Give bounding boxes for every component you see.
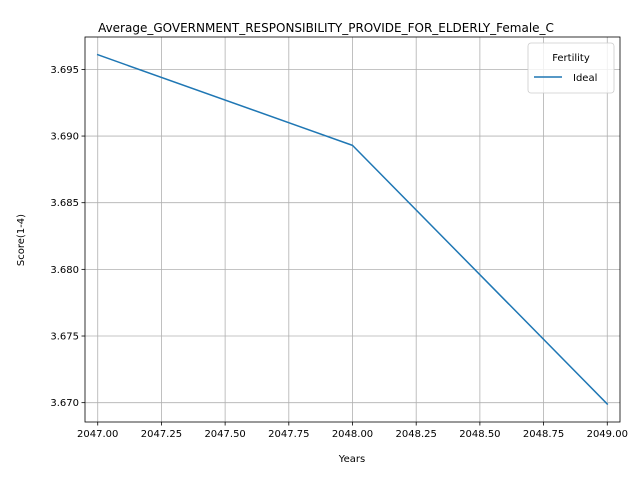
series-layer — [96, 53, 609, 406]
y-tick-label: 3.695 — [50, 65, 79, 76]
x-tick-label: 2047.75 — [268, 429, 309, 440]
x-tick-label: 2048.75 — [523, 429, 564, 440]
x-axis: 2047.00 2047.25 2047.50 2047.75 2048.00 2048.… — [77, 422, 628, 440]
legend: Fertility Ideal — [527, 42, 615, 94]
y-tick-label: 3.685 — [50, 198, 79, 209]
legend-entry-ideal: Ideal — [573, 73, 597, 84]
x-tick-label: 2048.00 — [332, 429, 373, 440]
y-tick-label: 3.680 — [50, 265, 79, 276]
x-axis-label: Years — [338, 454, 365, 465]
legend-title: Fertility — [552, 53, 590, 64]
x-tick-label: 2047.00 — [77, 429, 118, 440]
x-tick-label: 2048.50 — [459, 429, 500, 440]
y-axis: 3.670 3.675 3.680 3.685 3.690 3.695 — [50, 65, 85, 409]
x-tick-label: 2049.00 — [587, 429, 628, 440]
y-tick-label: 3.690 — [50, 132, 79, 143]
x-tick-label: 2048.25 — [396, 429, 437, 440]
grid — [85, 37, 620, 422]
chart-title: Average_GOVERNMENT_RESPONSIBILITY_PROVID… — [98, 21, 554, 35]
legend-box — [527, 42, 615, 94]
y-axis-label: Score(1-4) — [16, 214, 27, 266]
y-tick-label: 3.675 — [50, 332, 79, 343]
y-tick-label: 3.670 — [50, 398, 79, 409]
x-tick-label: 2047.25 — [141, 429, 182, 440]
x-tick-label: 2047.50 — [204, 429, 245, 440]
series-line-ideal — [96, 53, 609, 406]
